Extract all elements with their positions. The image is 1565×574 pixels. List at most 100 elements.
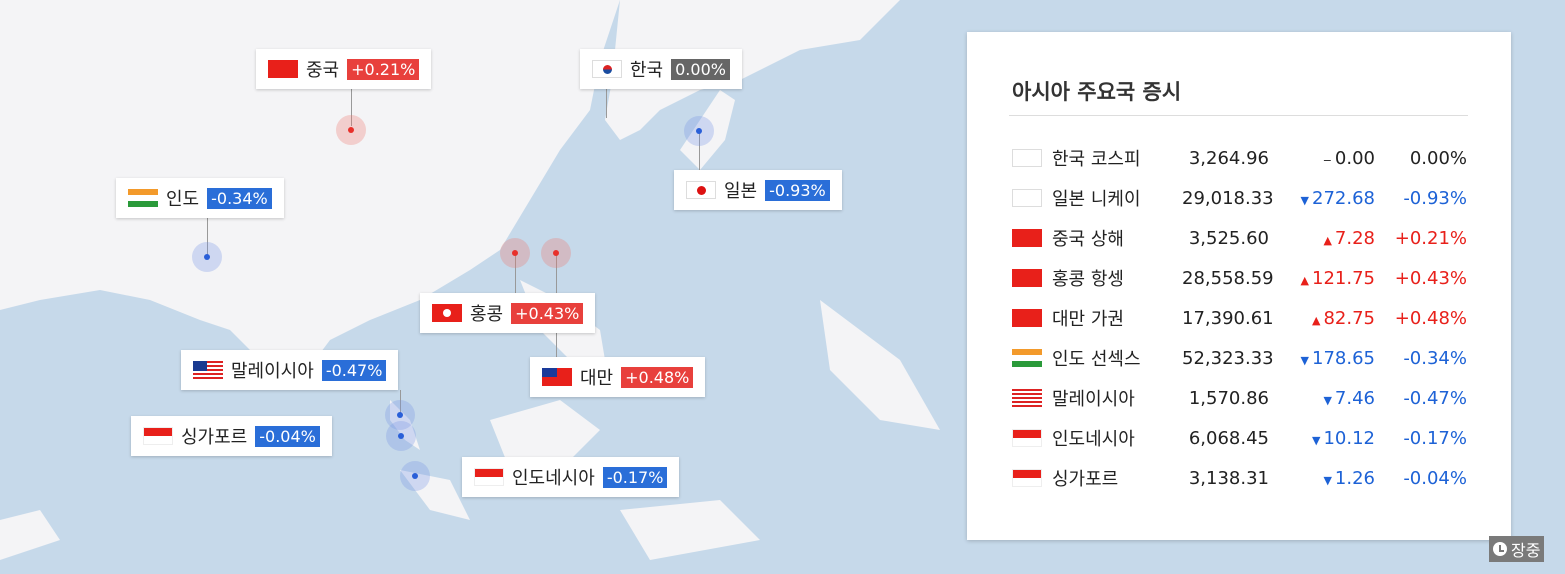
index-name: 대만 가권 bbox=[1052, 309, 1124, 330]
index-rate: -0.93% bbox=[1403, 187, 1467, 209]
change-badge: 0.00% bbox=[671, 58, 730, 80]
marker-singapore[interactable] bbox=[386, 421, 416, 451]
index-value: 3,138.31 bbox=[1188, 467, 1269, 489]
up-arrow-icon: ▲ bbox=[1312, 313, 1321, 327]
map-label-taiwan[interactable]: 대만 +0.48% bbox=[530, 357, 706, 397]
index-row[interactable]: 대만 가권 17,390.61 ▲ 82.75 +0.48% bbox=[1012, 303, 1468, 333]
my-flag-icon bbox=[1012, 389, 1042, 407]
change-badge: -0.47% bbox=[321, 359, 387, 381]
market-status-label: 장중 bbox=[1511, 541, 1541, 560]
index-change: −0.00 bbox=[1269, 148, 1375, 169]
index-value: 29,018.33 bbox=[1182, 187, 1274, 209]
index-value: 28,558.59 bbox=[1182, 267, 1274, 289]
tw-flag-icon bbox=[1012, 309, 1042, 327]
index-change: ▲ 7.28 bbox=[1269, 228, 1375, 249]
change-badge: -0.17% bbox=[602, 466, 668, 488]
change-badge: -0.34% bbox=[207, 187, 272, 209]
index-change: ▲ 82.75 bbox=[1269, 308, 1375, 329]
index-row[interactable]: 일본 니케이 29,018.33 ▼ 272.68 -0.93% bbox=[1012, 183, 1468, 213]
index-name: 중국 상해 bbox=[1052, 229, 1124, 250]
singapore-flag-icon bbox=[143, 427, 173, 445]
change-value: 121.75 bbox=[1312, 267, 1375, 289]
sg-flag-icon bbox=[1012, 469, 1042, 487]
cn-flag-icon bbox=[1012, 229, 1042, 247]
change-value: 82.75 bbox=[1323, 307, 1375, 329]
index-value: 17,390.61 bbox=[1182, 307, 1274, 329]
up-arrow-icon: ▲ bbox=[1300, 273, 1310, 287]
map-label-indonesia[interactable]: 인도네시아 -0.17% bbox=[462, 457, 680, 497]
index-rate: +0.43% bbox=[1394, 267, 1467, 289]
index-row[interactable]: 말레이시아 1,570.86 ▼ 7.46 -0.47% bbox=[1012, 383, 1468, 413]
map-label-hongkong[interactable]: 홍콩 +0.43% bbox=[420, 293, 596, 333]
in-flag-icon bbox=[1012, 349, 1042, 367]
index-row[interactable]: 홍콩 항셍 28,558.59 ▲ 121.75 +0.43% bbox=[1012, 263, 1468, 293]
map-label-japan[interactable]: 일본 -0.93% bbox=[674, 170, 842, 210]
country-name: 인도네시아 bbox=[512, 468, 595, 489]
change-value: 7.28 bbox=[1334, 227, 1375, 249]
index-change: ▼ 1.26 bbox=[1269, 468, 1375, 489]
market-status-badge: 장중 bbox=[1489, 536, 1545, 562]
marker-indonesia[interactable] bbox=[400, 461, 430, 491]
change-value: 272.68 bbox=[1312, 187, 1375, 209]
panel-title: 아시아 주요국 증시 bbox=[1012, 80, 1182, 104]
index-rate: -0.17% bbox=[1403, 427, 1467, 449]
index-row[interactable]: 싱가포르 3,138.31 ▼ 1.26 -0.04% bbox=[1012, 463, 1468, 493]
change-value: 0.00 bbox=[1334, 147, 1375, 169]
index-rate: +0.48% bbox=[1394, 307, 1467, 329]
down-arrow-icon: ▼ bbox=[1312, 433, 1321, 447]
indonesia-flag-icon bbox=[474, 468, 504, 486]
index-value: 6,068.45 bbox=[1188, 427, 1269, 449]
index-rate: +0.21% bbox=[1394, 227, 1467, 249]
hk-flag-icon bbox=[1012, 269, 1042, 287]
china-flag-icon bbox=[268, 60, 298, 78]
down-arrow-icon: ▼ bbox=[1300, 193, 1310, 207]
id-flag-icon bbox=[1012, 429, 1042, 447]
index-name: 일본 니케이 bbox=[1052, 189, 1141, 210]
map-label-singapore[interactable]: 싱가포르 -0.04% bbox=[131, 416, 332, 456]
change-badge: -0.04% bbox=[255, 425, 320, 447]
index-change: ▼ 7.46 bbox=[1269, 388, 1375, 409]
country-name: 대만 bbox=[580, 368, 614, 389]
country-name: 홍콩 bbox=[470, 304, 504, 325]
change-value: 10.12 bbox=[1323, 427, 1375, 449]
map-label-korea[interactable]: 한국 0.00% bbox=[580, 49, 742, 89]
index-rate: -0.47% bbox=[1403, 387, 1467, 409]
country-name: 일본 bbox=[724, 181, 758, 202]
change-badge: -0.93% bbox=[765, 179, 830, 201]
index-rate: 0.00% bbox=[1409, 147, 1467, 169]
country-name: 한국 bbox=[630, 60, 664, 81]
clock-icon bbox=[1493, 542, 1507, 556]
marker-india[interactable] bbox=[192, 242, 222, 272]
marker-malaysia[interactable] bbox=[385, 400, 415, 430]
index-change: ▼ 178.65 bbox=[1269, 348, 1375, 369]
marker-taiwan[interactable] bbox=[541, 238, 571, 268]
asia-indices-panel: 아시아 주요국 증시 한국 코스피 3,264.96 −0.00 0.00% 일… bbox=[967, 32, 1511, 540]
divider bbox=[1009, 115, 1468, 116]
map-label-india[interactable]: 인도 -0.34% bbox=[116, 178, 284, 218]
index-row[interactable]: 인도네시아 6,068.45 ▼ 10.12 -0.17% bbox=[1012, 423, 1468, 453]
india-flag-icon bbox=[128, 189, 158, 207]
index-row[interactable]: 한국 코스피 3,264.96 −0.00 0.00% bbox=[1012, 143, 1468, 173]
down-arrow-icon: ▼ bbox=[1323, 473, 1332, 487]
index-row[interactable]: 인도 선섹스 52,323.33 ▼ 178.65 -0.34% bbox=[1012, 343, 1468, 373]
japan-flag-icon bbox=[686, 181, 716, 199]
change-value: 1.26 bbox=[1334, 467, 1375, 489]
marker-hongkong[interactable] bbox=[500, 238, 530, 268]
malaysia-flag-icon bbox=[193, 361, 223, 379]
country-name: 말레이시아 bbox=[231, 361, 314, 382]
marker-china[interactable] bbox=[336, 115, 366, 145]
index-row[interactable]: 중국 상해 3,525.60 ▲ 7.28 +0.21% bbox=[1012, 223, 1468, 253]
map-label-malaysia[interactable]: 말레이시아 -0.47% bbox=[181, 350, 399, 390]
change-badge: +0.48% bbox=[621, 366, 694, 388]
index-rate: -0.34% bbox=[1403, 347, 1467, 369]
change-badge: +0.43% bbox=[511, 302, 584, 324]
change-badge: +0.21% bbox=[347, 58, 420, 80]
index-change: ▼ 272.68 bbox=[1269, 188, 1375, 209]
map-label-china[interactable]: 중국 +0.21% bbox=[256, 49, 432, 89]
index-change: ▲ 121.75 bbox=[1269, 268, 1375, 289]
index-name: 인도 선섹스 bbox=[1052, 349, 1141, 370]
marker-japan[interactable] bbox=[684, 116, 714, 146]
country-name: 인도 bbox=[166, 189, 200, 210]
index-change: ▼ 10.12 bbox=[1269, 428, 1375, 449]
